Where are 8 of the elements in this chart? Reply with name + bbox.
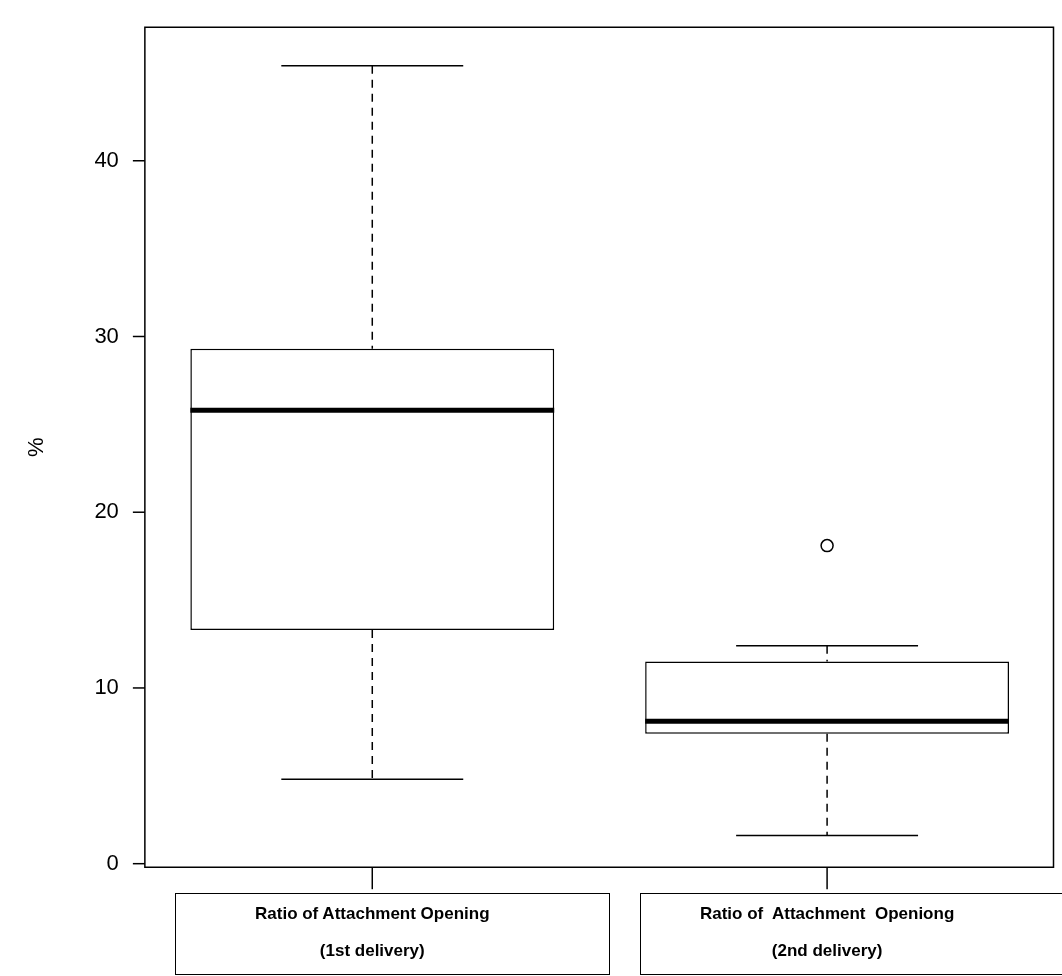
y-tick-label: 20 [94, 498, 119, 524]
x-tick-label: Ratio of Attachment Openiong (2nd delivery) [699, 903, 955, 960]
y-tick-label: 10 [94, 674, 119, 700]
x-tick-label: Ratio of Attachment Opening (1st delivery) [255, 903, 490, 960]
y-tick-label: 30 [94, 322, 119, 348]
y-tick-label: 40 [94, 146, 119, 172]
y-tick-label: 0 [106, 849, 119, 875]
y-axis-title: % [23, 437, 49, 457]
